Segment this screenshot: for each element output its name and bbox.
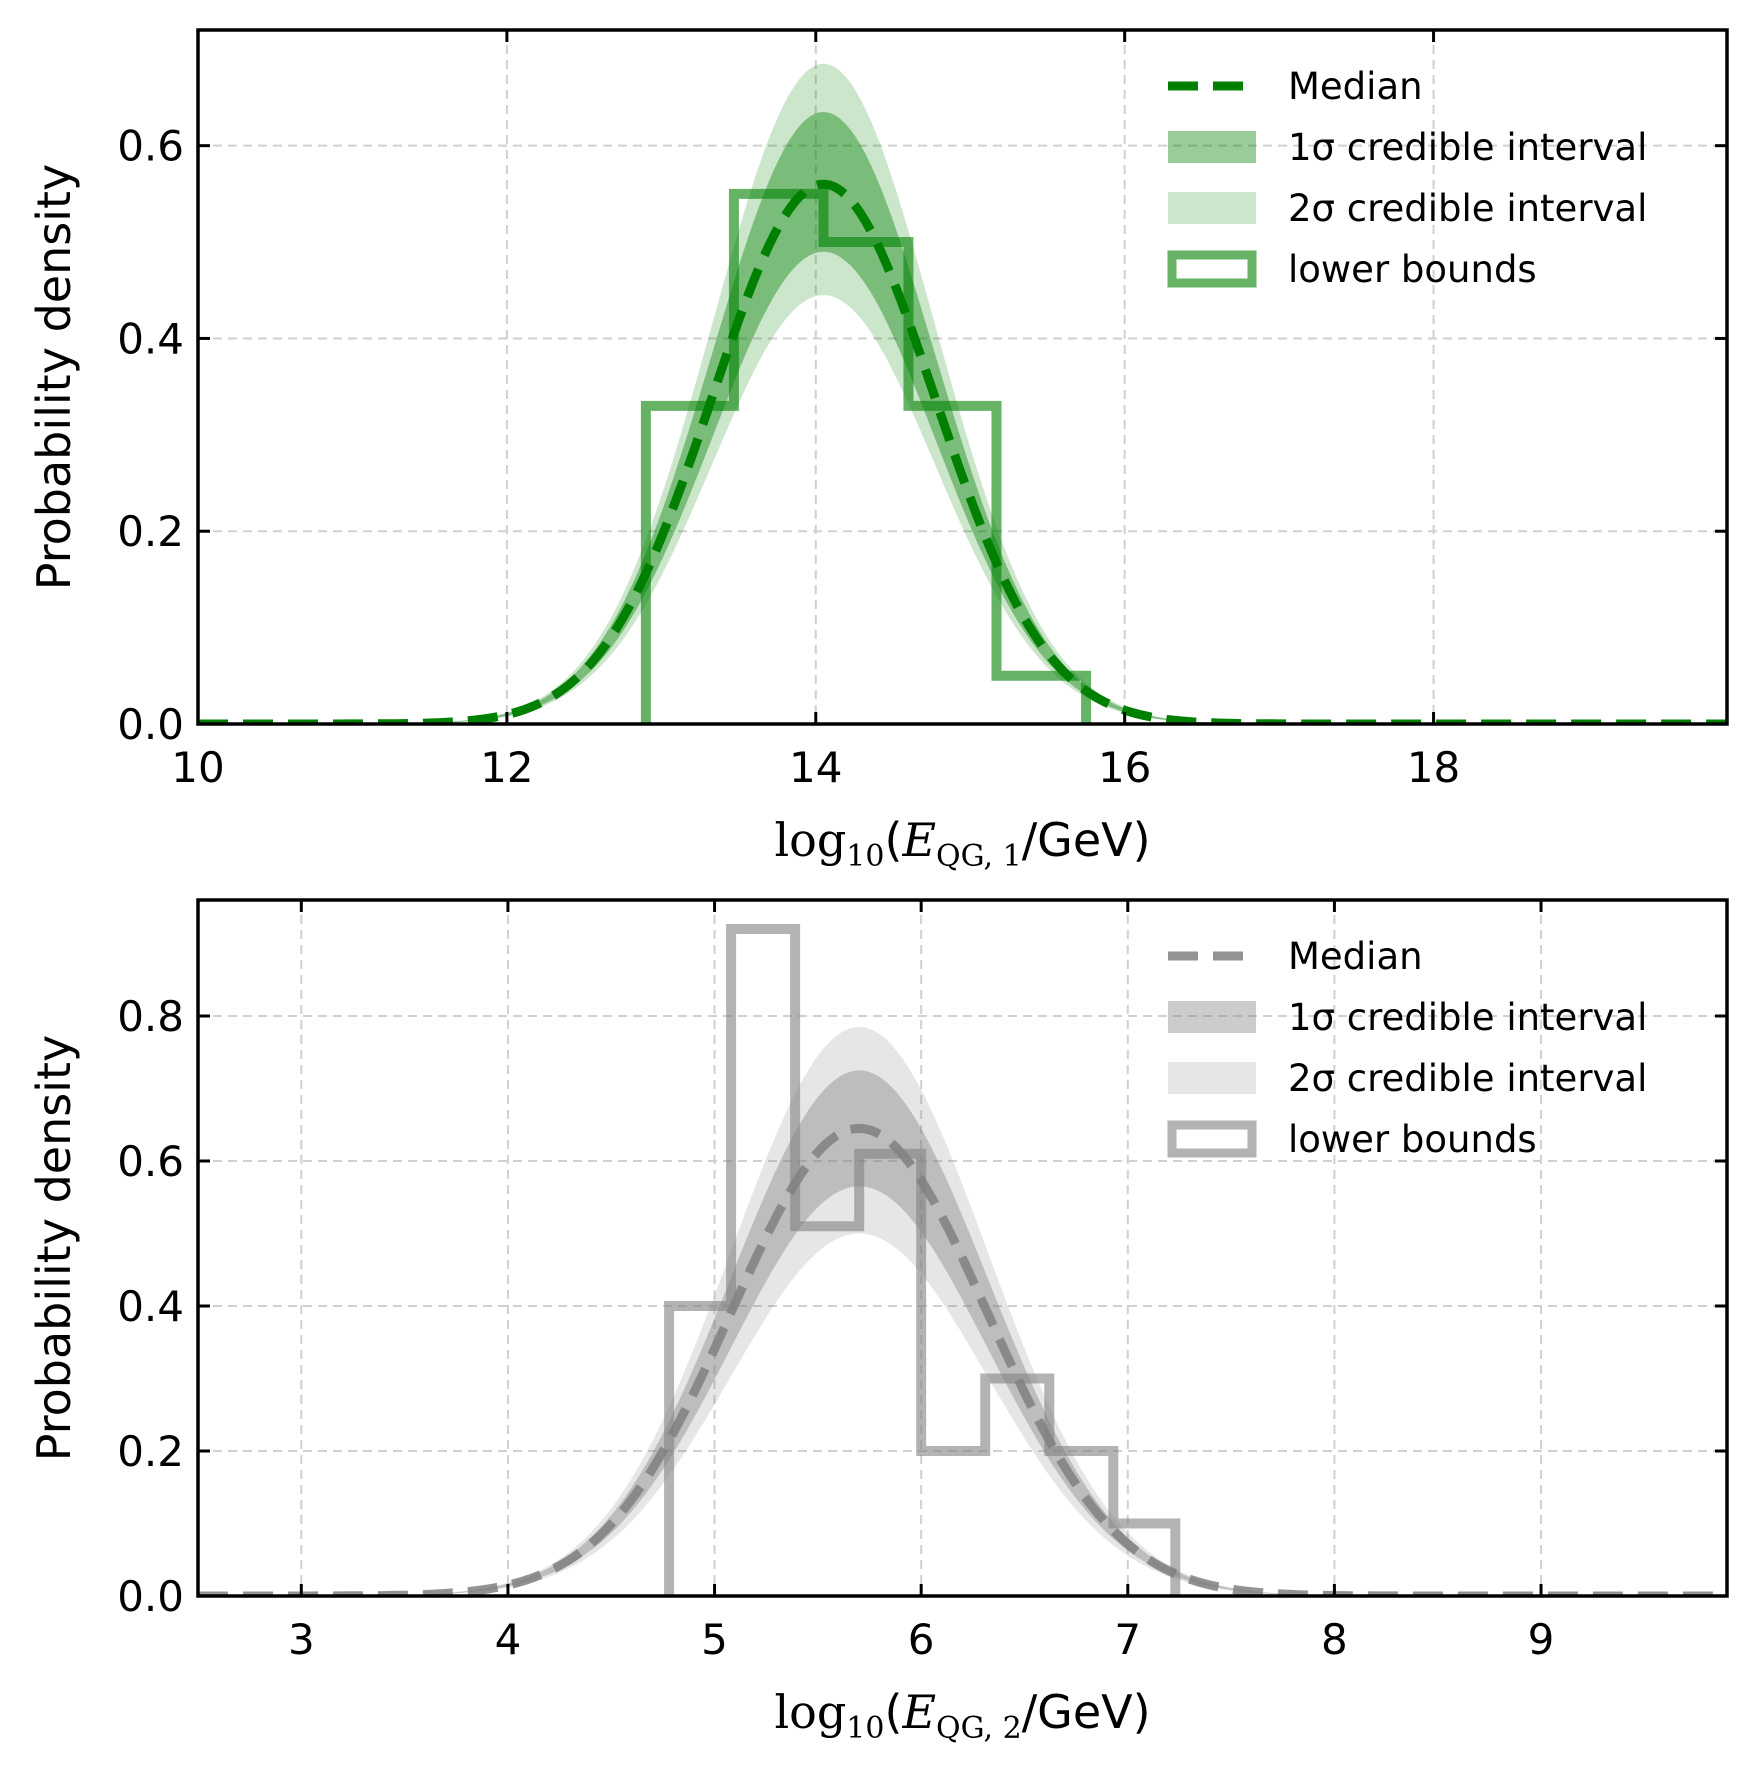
legend-2sigma-label: 2σ credible interval (1288, 1057, 1647, 1100)
median-line (198, 1123, 1727, 1596)
legend-1sigma-label: 1σ credible interval (1288, 996, 1647, 1039)
x-axis-title-var: E (901, 1685, 936, 1739)
x-tick-label: 10 (171, 743, 224, 792)
x-tick-label: 14 (789, 743, 842, 792)
legend-2sigma-swatch (1168, 1062, 1256, 1094)
x-tick-label: 9 (1528, 1615, 1555, 1664)
x-tick-label: 3 (288, 1615, 315, 1664)
y-tick-label: 0.2 (117, 1427, 184, 1476)
legend-lower-bounds-label: lower bounds (1288, 248, 1537, 291)
x-tick-label: 4 (495, 1615, 522, 1664)
legend-1sigma-swatch (1168, 1001, 1256, 1033)
x-axis-title-sub: 10 (846, 839, 884, 874)
x-axis-title-var_sub: QG, 2 (936, 1711, 1022, 1746)
legend-lower-bounds-swatch (1167, 1120, 1257, 1158)
x-tick-label: 6 (908, 1615, 935, 1664)
x-axis-title: log10(EQG, 1/GeV) (774, 813, 1150, 874)
x-tick-label: 7 (1114, 1615, 1141, 1664)
x-axis-title: log10(EQG, 2/GeV) (774, 1685, 1150, 1746)
axes-frame (196, 28, 1729, 726)
y-axis-title: Probability density (27, 164, 81, 590)
x-tick-label: 16 (1098, 743, 1151, 792)
x-tick-label: 8 (1321, 1615, 1348, 1664)
x-tick-label: 18 (1407, 743, 1460, 792)
x-axis-title-var_sub: QG, 1 (936, 839, 1022, 874)
y-tick-label: 0.6 (117, 122, 184, 171)
y-tick-label: 0.0 (117, 700, 184, 749)
legend-median-label: Median (1288, 65, 1423, 108)
histogram-lower-bounds (640, 188, 1092, 724)
legend-2sigma-swatch (1168, 192, 1256, 224)
grid (198, 30, 1727, 724)
y-tick-label: 0.8 (117, 992, 184, 1041)
band-2sigma (198, 1026, 1727, 1596)
bottom-panel: 3 4 5 6 7 8 9 0.0 0.2 0.4 0.6 0.8 Probability densit… (27, 898, 1729, 1746)
x-axis-title-suffix: /GeV) (1022, 1685, 1151, 1739)
legend-lower-bounds-label: lower bounds (1288, 1118, 1537, 1161)
x-axis-title-open: ( (884, 1685, 902, 1739)
y-tick-label: 0.4 (117, 1282, 184, 1331)
x-axis-title-var: E (901, 813, 936, 867)
legend-2sigma-label: 2σ credible interval (1288, 187, 1647, 230)
median-line (198, 179, 1727, 724)
legend-1sigma-label: 1σ credible interval (1288, 126, 1647, 169)
legend-1sigma-swatch (1168, 131, 1256, 163)
y-tick-label: 0.2 (117, 507, 184, 556)
y-tick-label: 0.0 (117, 1572, 184, 1621)
top-panel: 10 12 14 16 18 0.0 0.2 0.4 0.6 Probability densit… (27, 28, 1729, 874)
x-axis-title-prefix: log (774, 1685, 846, 1739)
x-axis-title-prefix: log (774, 813, 846, 867)
plot-area (198, 924, 1727, 1596)
y-axis-title: Probability density (27, 1035, 81, 1461)
x-axis-title-sub: 10 (846, 1711, 884, 1746)
x-tick-label: 12 (480, 743, 533, 792)
y-tick-label: 0.4 (117, 314, 184, 363)
y-tick-label: 0.6 (117, 1137, 184, 1186)
legend: Median 1σ credible interval 2σ credible in… (1167, 65, 1647, 291)
x-tick-label: 5 (701, 1615, 728, 1664)
x-axis-title-open: ( (884, 813, 902, 867)
legend-lower-bounds-swatch (1167, 250, 1257, 288)
x-axis-title-suffix: /GeV) (1022, 813, 1151, 867)
legend-median-label: Median (1288, 935, 1423, 978)
legend: Median 1σ credible interval 2σ credible in… (1167, 935, 1647, 1161)
histogram-lower-bounds (664, 924, 1181, 1596)
axes-frame (196, 898, 1729, 1598)
plot-area (198, 63, 1727, 724)
